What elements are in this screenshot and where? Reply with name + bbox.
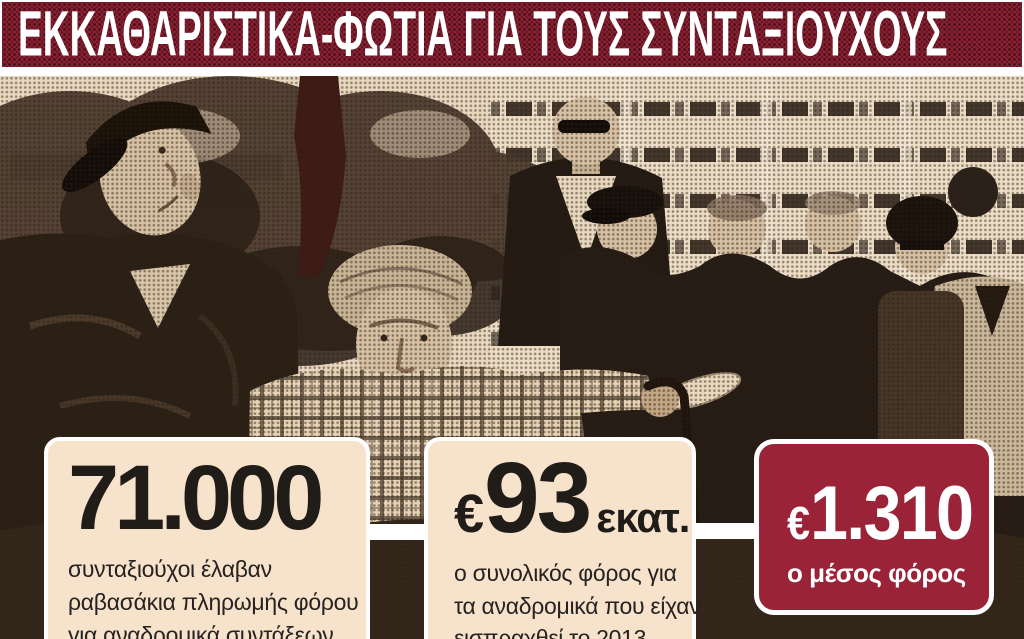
stat-value-row: € 1.310	[787, 475, 974, 551]
headline-banner: ΕΚΚΑΘΑΡΙΣΤΙΚΑ-ΦΩΤΙΑ ΓΙΑ ΤΟΥΣ ΣΥΝΤΑΞΙΟΥΧΟ…	[2, 2, 1022, 67]
stat-description-line: συνταξιούχοι έλαβαν	[68, 556, 272, 583]
stat-description-line: εισπραχθεί το 2013	[454, 625, 647, 639]
euro-sign: €	[787, 497, 811, 549]
stat-box-pensioners-count: 71.000 συνταξιούχοι έλαβαν ραβασάκια πλη…	[44, 437, 370, 639]
euro-sign: €	[454, 484, 485, 544]
stat-unit: εκατ.	[596, 494, 690, 541]
stat-description-line: ο συνολικός φόρος για	[454, 560, 677, 586]
stat-value: 1.310	[810, 471, 974, 556]
connector-line-2	[690, 523, 760, 539]
stat-description-line: τα αναδρομικά που είχαν	[454, 592, 701, 619]
stat-description-line: για αναδρομικά συντάξεων	[68, 621, 334, 639]
stat-value: 71.000	[68, 447, 324, 549]
stat-description: ο συνολικός φόρος για τα αναδρομικά που …	[454, 557, 701, 639]
stat-label: ο μέσος φόρος	[787, 558, 966, 589]
stat-value: 93	[484, 442, 592, 554]
stat-box-average-tax: € 1.310 ο μέσος φόρος	[754, 439, 994, 615]
stat-description-line: ραβασάκια πληρωμής φόρου	[68, 589, 359, 616]
stat-value-row: € 93 εκατ.	[454, 442, 690, 554]
connector-line-1	[362, 524, 430, 540]
stat-description: συνταξιούχοι έλαβαν ραβασάκια πληρωμής φ…	[68, 553, 359, 639]
stat-value-row: 71.000	[68, 447, 348, 549]
stat-box-total-tax: € 93 εκατ. ο συνολικός φόρος για τα αναδ…	[424, 437, 701, 639]
headline-title: ΕΚΚΑΘΑΡΙΣΤΙΚΑ-ΦΩΤΙΑ ΓΙΑ ΤΟΥΣ ΣΥΝΤΑΞΙΟΥΧΟ…	[18, 2, 948, 67]
